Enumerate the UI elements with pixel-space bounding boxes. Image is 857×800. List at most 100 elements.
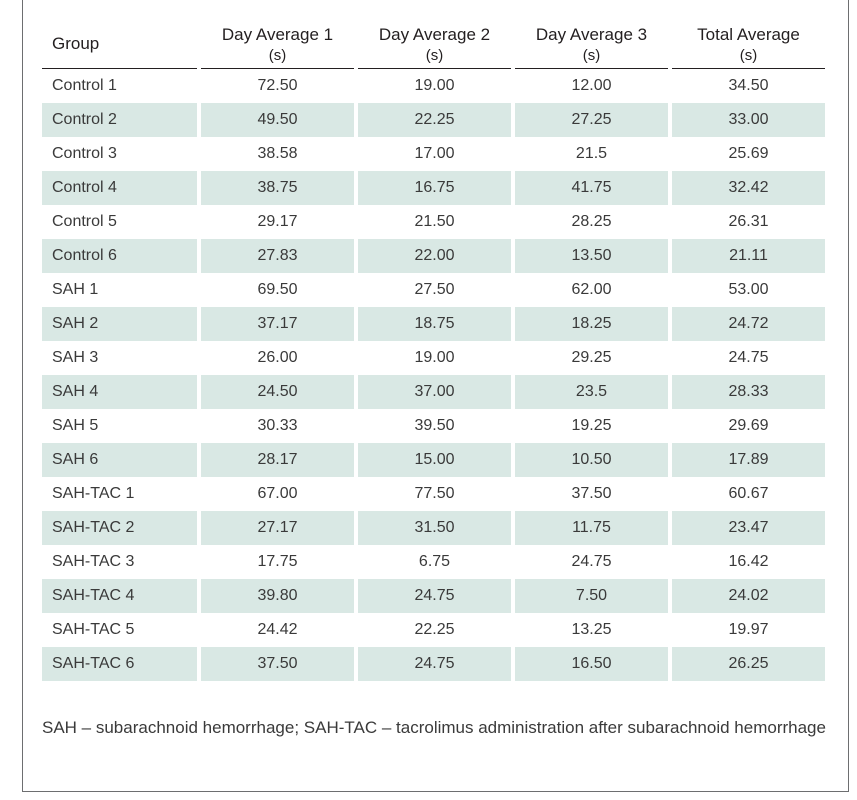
group-cell: SAH 2	[42, 307, 197, 341]
value-cell: 27.83	[201, 239, 354, 273]
value-cell: 22.00	[358, 239, 511, 273]
value-cell: 24.02	[672, 579, 825, 613]
group-cell: Control 6	[42, 239, 197, 273]
header-total: Total Average (s)	[672, 24, 825, 69]
value-cell: 23.47	[672, 511, 825, 545]
value-cell: 25.69	[728, 145, 769, 162]
table-footnote: SAH – subarachnoid hemorrhage; SAH-TAC –…	[42, 718, 826, 737]
group-cell: Control 2	[42, 103, 197, 137]
value-cell: 41.75	[515, 171, 668, 205]
group-cell: SAH-TAC 6	[42, 647, 197, 681]
value-cell: 21.5	[575, 145, 608, 162]
value-cell: 77.50	[414, 485, 455, 502]
value-cell: 28.25	[571, 213, 612, 230]
data-table: Group Day Average 1 (s) Day Average 2 (s) …	[38, 24, 829, 681]
table-row: SAH 1 69.50 27.50 62.00 53.00	[42, 273, 825, 307]
value-cell: 22.25	[358, 103, 511, 137]
value-cell: 16.42	[728, 553, 769, 570]
value-cell: 6.75	[418, 553, 451, 570]
table-row: Control 5 29.17 21.50 28.25 26.31	[42, 205, 825, 239]
value-cell: 72.50	[257, 77, 298, 94]
table-row: Control 2 49.50 22.25 27.25 33.00	[42, 103, 825, 137]
group-cell: SAH 5	[52, 417, 99, 434]
group-cell: SAH 6	[42, 443, 197, 477]
value-cell: 26.00	[257, 349, 298, 366]
group-cell: SAH 1	[52, 281, 99, 298]
header-label: Total Average	[697, 25, 800, 44]
value-cell: 24.72	[672, 307, 825, 341]
table-row: SAH-TAC 1 67.00 77.50 37.50 60.67	[42, 477, 825, 511]
value-cell: 37.50	[571, 485, 612, 502]
value-cell: 19.25	[571, 417, 612, 434]
value-cell: 7.50	[515, 579, 668, 613]
table-row: SAH-TAC 3 17.75 6.75 24.75 16.42	[42, 545, 825, 579]
table-row: Control 6 27.83 22.00 13.50 21.11	[42, 239, 825, 273]
value-cell: 28.17	[201, 443, 354, 477]
value-cell: 37.50	[201, 647, 354, 681]
value-cell: 10.50	[515, 443, 668, 477]
value-cell: 11.75	[515, 511, 668, 545]
table-row: Control 1 72.50 19.00 12.00 34.50	[42, 69, 825, 103]
group-cell: SAH-TAC 3	[52, 553, 135, 570]
table-row: Control 3 38.58 17.00 21.5 25.69	[42, 137, 825, 171]
header-label: Day Average 1	[221, 25, 334, 44]
header-unit: (s)	[268, 47, 287, 64]
value-cell: 26.31	[728, 213, 769, 230]
table-body: Control 1 72.50 19.00 12.00 34.50 Control 2 49…	[42, 69, 825, 681]
value-cell: 39.50	[414, 417, 455, 434]
value-cell: 39.80	[201, 579, 354, 613]
header-label: Group	[52, 34, 100, 53]
value-cell: 21.50	[414, 213, 455, 230]
group-cell: SAH 4	[42, 375, 197, 409]
value-cell: 16.50	[515, 647, 668, 681]
group-cell: SAH-TAC 4	[42, 579, 197, 613]
header-row: Group Day Average 1 (s) Day Average 2 (s) …	[42, 24, 825, 69]
value-cell: 33.00	[672, 103, 825, 137]
table-row: SAH 2 37.17 18.75 18.25 24.72	[42, 307, 825, 341]
table-row: SAH 5 30.33 39.50 19.25 29.69	[42, 409, 825, 443]
value-cell: 24.75	[571, 553, 612, 570]
group-cell: SAH 3	[52, 349, 99, 366]
value-cell: 22.25	[414, 621, 455, 638]
value-cell: 17.00	[414, 145, 455, 162]
table-row: SAH 6 28.17 15.00 10.50 17.89	[42, 443, 825, 477]
value-cell: 19.97	[728, 621, 769, 638]
header-unit: (s)	[582, 47, 601, 64]
value-cell: 28.33	[672, 375, 825, 409]
group-cell: Control 5	[52, 213, 117, 230]
value-cell: 24.42	[257, 621, 298, 638]
value-cell: 16.75	[358, 171, 511, 205]
value-cell: 30.33	[257, 417, 298, 434]
table-row: SAH-TAC 4 39.80 24.75 7.50 24.02	[42, 579, 825, 613]
value-cell: 26.25	[672, 647, 825, 681]
value-cell: 24.50	[201, 375, 354, 409]
value-cell: 29.17	[257, 213, 298, 230]
value-cell: 62.00	[571, 281, 612, 298]
value-cell: 60.67	[728, 485, 769, 502]
table-row: SAH-TAC 6 37.50 24.75 16.50 26.25	[42, 647, 825, 681]
value-cell: 15.00	[358, 443, 511, 477]
header-group: Group	[42, 24, 197, 69]
value-cell: 24.75	[728, 349, 769, 366]
value-cell: 27.50	[414, 281, 455, 298]
group-cell: Control 4	[42, 171, 197, 205]
value-cell: 32.42	[672, 171, 825, 205]
value-cell: 17.75	[257, 553, 298, 570]
value-cell: 24.75	[358, 647, 511, 681]
table-row: SAH-TAC 2 27.17 31.50 11.75 23.47	[42, 511, 825, 545]
value-cell: 29.25	[571, 349, 612, 366]
value-cell: 21.11	[672, 239, 825, 273]
value-cell: 23.5	[515, 375, 668, 409]
value-cell: 67.00	[257, 485, 298, 502]
header-label: Day Average 2	[378, 25, 491, 44]
value-cell: 34.50	[728, 77, 769, 94]
header-label: Day Average 3	[535, 25, 648, 44]
value-cell: 49.50	[201, 103, 354, 137]
value-cell: 12.00	[571, 77, 612, 94]
table-row: SAH 3 26.00 19.00 29.25 24.75	[42, 341, 825, 375]
value-cell: 19.00	[414, 77, 455, 94]
value-cell: 69.50	[257, 281, 298, 298]
group-cell: Control 1	[52, 77, 117, 94]
value-cell: 19.00	[414, 349, 455, 366]
value-cell: 24.75	[358, 579, 511, 613]
